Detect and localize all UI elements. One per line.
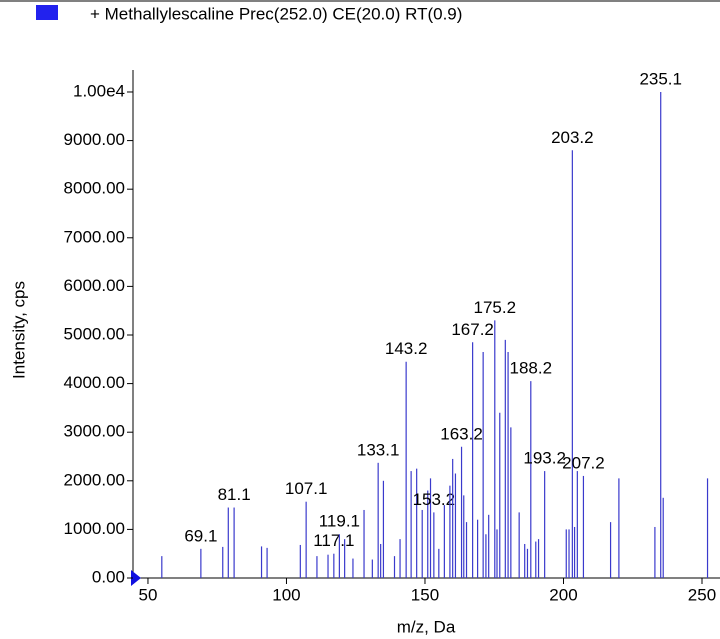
y-tick-label: 4000.00 [64,373,125,392]
y-tick-label: 1000.00 [64,519,125,538]
peak-label: 188.2 [510,359,553,378]
x-axis-label: m/z, Da [397,617,456,636]
peak-label: 153.2 [413,490,456,509]
x-tick-label: 100 [272,585,300,604]
peak-label: 207.2 [562,453,605,472]
peak-label: 107.1 [285,479,328,498]
peak-label: 167.2 [451,320,494,339]
x-tick-label: 200 [549,585,577,604]
legend-label: + Methallylescaline Prec(252.0) CE(20.0)… [90,4,462,23]
x-tick-label: 150 [411,585,439,604]
y-tick-label: 3000.00 [64,422,125,441]
peak-label: 175.2 [474,298,517,317]
y-tick-label: 1.00e4 [73,81,125,100]
y-tick-label: 6000.00 [64,276,125,295]
peak-label: 235.1 [639,69,682,88]
peak-label: 163.2 [440,424,483,443]
peak-label: 143.2 [385,339,428,358]
legend-swatch [36,5,58,20]
y-tick-label: 7000.00 [64,227,125,246]
x-tick-label: 50 [138,585,157,604]
y-tick-label: 8000.00 [64,179,125,198]
peak-label: 133.1 [357,440,400,459]
y-tick-label: 9000.00 [64,130,125,149]
x-tick-label: 250 [688,585,716,604]
y-tick-label: 0.00 [92,567,125,586]
y-tick-label: 2000.00 [64,470,125,489]
y-tick-label: 5000.00 [64,324,125,343]
peak-label: 203.2 [551,128,594,147]
peak-label: 69.1 [184,526,217,545]
peak-label: 119.1 [319,512,360,531]
peak-label: 193.2 [523,449,566,468]
peak-label: 81.1 [218,485,251,504]
origin-marker [131,570,141,586]
y-axis-label: Intensity, cps [9,281,28,379]
peak-label: 117.1 [313,531,354,550]
